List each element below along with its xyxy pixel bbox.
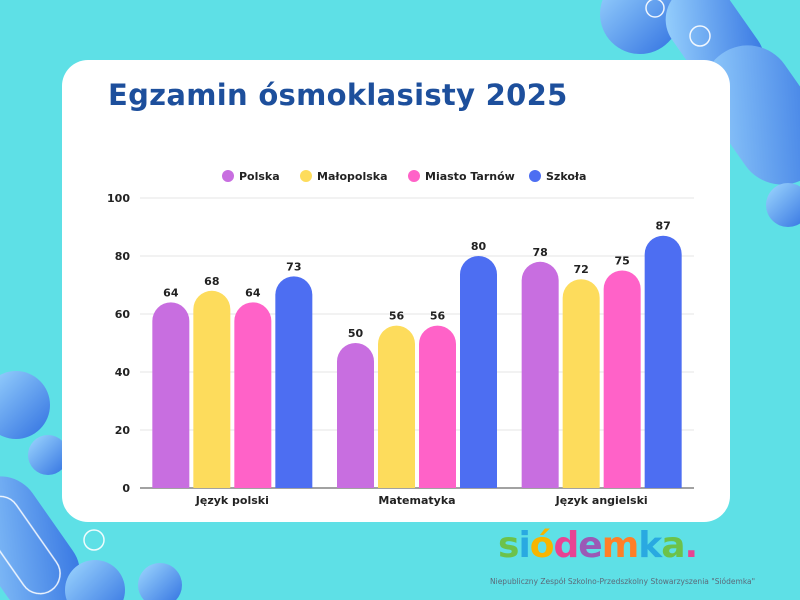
legend-label: Szkoła: [546, 170, 586, 183]
x-tick-label: Matematyka: [378, 494, 455, 507]
chart-title: Egzamin ósmoklasisty 2025: [108, 78, 568, 112]
bar: [419, 325, 456, 488]
data-label: 50: [348, 327, 364, 340]
bar: [460, 256, 497, 488]
data-label: 87: [656, 220, 671, 233]
bar: [193, 290, 231, 488]
data-label: 78: [533, 246, 548, 259]
data-label: 68: [204, 275, 219, 288]
data-label: 75: [615, 255, 630, 268]
legend-swatch: [222, 170, 234, 182]
logo-subtitle: Niepubliczny Zespół Szkolno-Przedszkolny…: [490, 577, 756, 586]
legend-swatch: [300, 170, 312, 182]
bar: [337, 343, 374, 488]
y-tick-label: 60: [115, 308, 131, 321]
y-tick-label: 80: [115, 250, 131, 263]
bar: [521, 261, 559, 488]
bar: [152, 302, 190, 488]
y-tick-label: 20: [115, 424, 131, 437]
data-label: 56: [430, 310, 446, 323]
data-label: 56: [389, 310, 405, 323]
x-tick-label: Język polski: [195, 494, 269, 507]
legend-label: Małopolska: [317, 170, 388, 183]
data-label: 73: [286, 260, 301, 273]
y-tick-label: 0: [122, 482, 130, 495]
logo: siódemka.: [498, 525, 698, 566]
bar: [562, 279, 600, 488]
bar: [275, 276, 313, 488]
data-label: 80: [471, 240, 487, 253]
data-label: 72: [574, 263, 589, 276]
legend-label: Polska: [239, 170, 280, 183]
y-tick-label: 100: [107, 192, 130, 205]
bar: [234, 302, 272, 488]
x-tick-label: Język angielski: [555, 494, 648, 507]
legend-swatch: [408, 170, 420, 182]
y-tick-label: 40: [115, 366, 131, 379]
bar: [603, 270, 641, 488]
legend-swatch: [529, 170, 541, 182]
bar: [378, 325, 415, 488]
legend-label: Miasto Tarnów: [425, 170, 515, 183]
data-label: 64: [163, 286, 179, 299]
data-label: 64: [245, 286, 261, 299]
bar: [644, 235, 682, 488]
